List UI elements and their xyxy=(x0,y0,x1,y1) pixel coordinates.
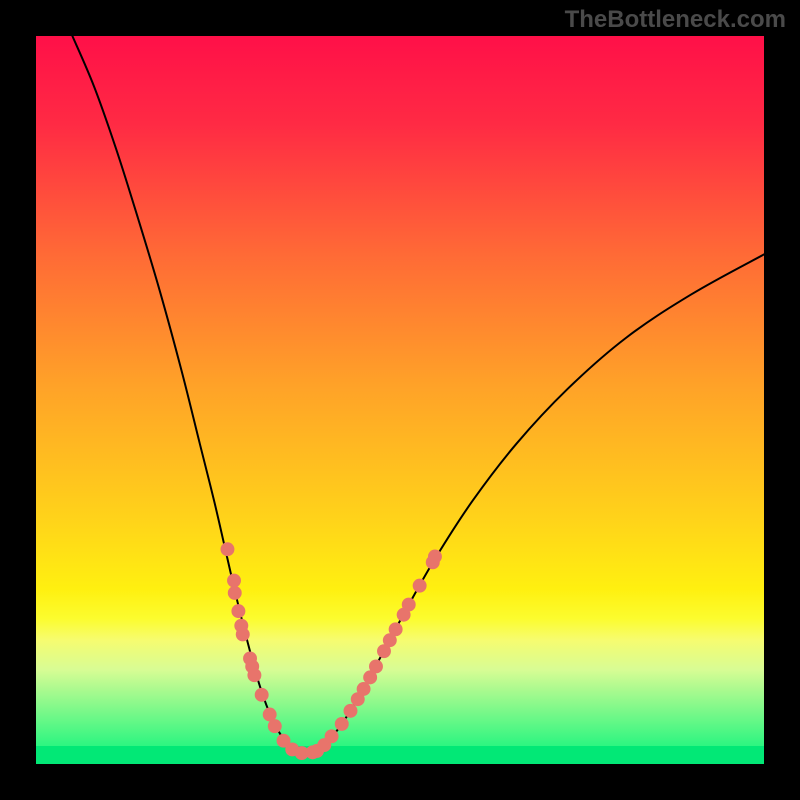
curve-layer xyxy=(36,36,764,764)
curve-dot xyxy=(428,550,442,564)
curve-dot xyxy=(335,717,349,731)
curve-dot xyxy=(221,542,235,556)
curve-dot xyxy=(236,627,250,641)
curve-dots xyxy=(221,542,442,760)
curve-dot xyxy=(357,682,371,696)
curve-dot xyxy=(227,574,241,588)
curve-dot xyxy=(325,729,339,743)
curve-left-branch xyxy=(72,36,299,754)
curve-dot xyxy=(344,704,358,718)
curve-dot xyxy=(228,586,242,600)
curve-dot xyxy=(268,719,282,733)
curve-dot xyxy=(402,598,416,612)
curve-dot xyxy=(369,659,383,673)
curve-dot xyxy=(413,579,427,593)
plot-area xyxy=(34,34,766,766)
watermark-text: TheBottleneck.com xyxy=(565,6,786,34)
curve-dot xyxy=(389,622,403,636)
curve-dot xyxy=(247,668,261,682)
curve-dot xyxy=(255,688,269,702)
curve-dot xyxy=(231,604,245,618)
